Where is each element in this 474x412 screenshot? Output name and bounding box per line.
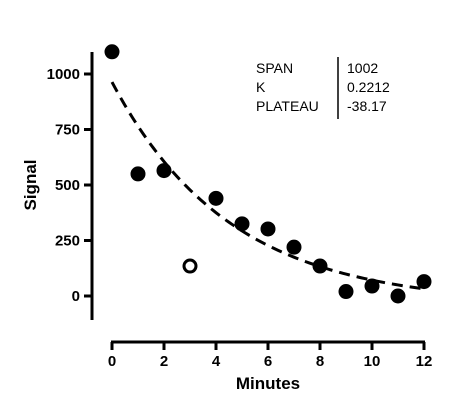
data-point [104, 44, 120, 60]
x-tick-label: 12 [416, 353, 433, 370]
x-tick-label: 2 [160, 353, 168, 370]
data-point [234, 216, 250, 232]
x-tick-label: 4 [212, 353, 221, 370]
x-tick-label: 10 [364, 353, 381, 370]
data-point [156, 163, 172, 179]
fit-curve [110, 81, 425, 291]
data-point [338, 284, 354, 300]
data-point [312, 258, 328, 274]
param-value: 0.2212 [347, 79, 390, 95]
y-axis-title: Signal [21, 159, 40, 210]
param-name: SPAN [256, 60, 293, 76]
axes: 0 250 500 750 1000 0 2 4 6 8 10 12 [47, 52, 433, 370]
y-tick-label: 250 [55, 233, 80, 250]
x-tick-label: 0 [108, 353, 116, 370]
excluded-data-point [182, 258, 198, 274]
data-point [416, 274, 432, 290]
y-tick-label: 0 [72, 288, 80, 305]
data-point [130, 166, 146, 182]
y-tick-label: 1000 [47, 66, 80, 83]
x-axis-title: Minutes [236, 374, 300, 393]
data-point [260, 221, 276, 237]
data-point [208, 190, 224, 206]
param-name: K [256, 79, 266, 95]
data-point [390, 288, 406, 304]
param-name: PLATEAU [256, 98, 319, 114]
param-value: 1002 [347, 60, 378, 76]
x-tick-label: 6 [264, 353, 272, 370]
data-point [286, 239, 302, 255]
parameter-table: SPAN 1002 K 0.2212 PLATEAU -38.17 [256, 57, 390, 119]
fit-curve-group [110, 81, 425, 291]
y-tick-label: 500 [55, 177, 80, 194]
y-tick-label: 750 [55, 122, 80, 139]
param-value: -38.17 [347, 98, 387, 114]
data-point [364, 278, 380, 294]
data-points [104, 44, 432, 304]
x-tick-label: 8 [316, 353, 324, 370]
